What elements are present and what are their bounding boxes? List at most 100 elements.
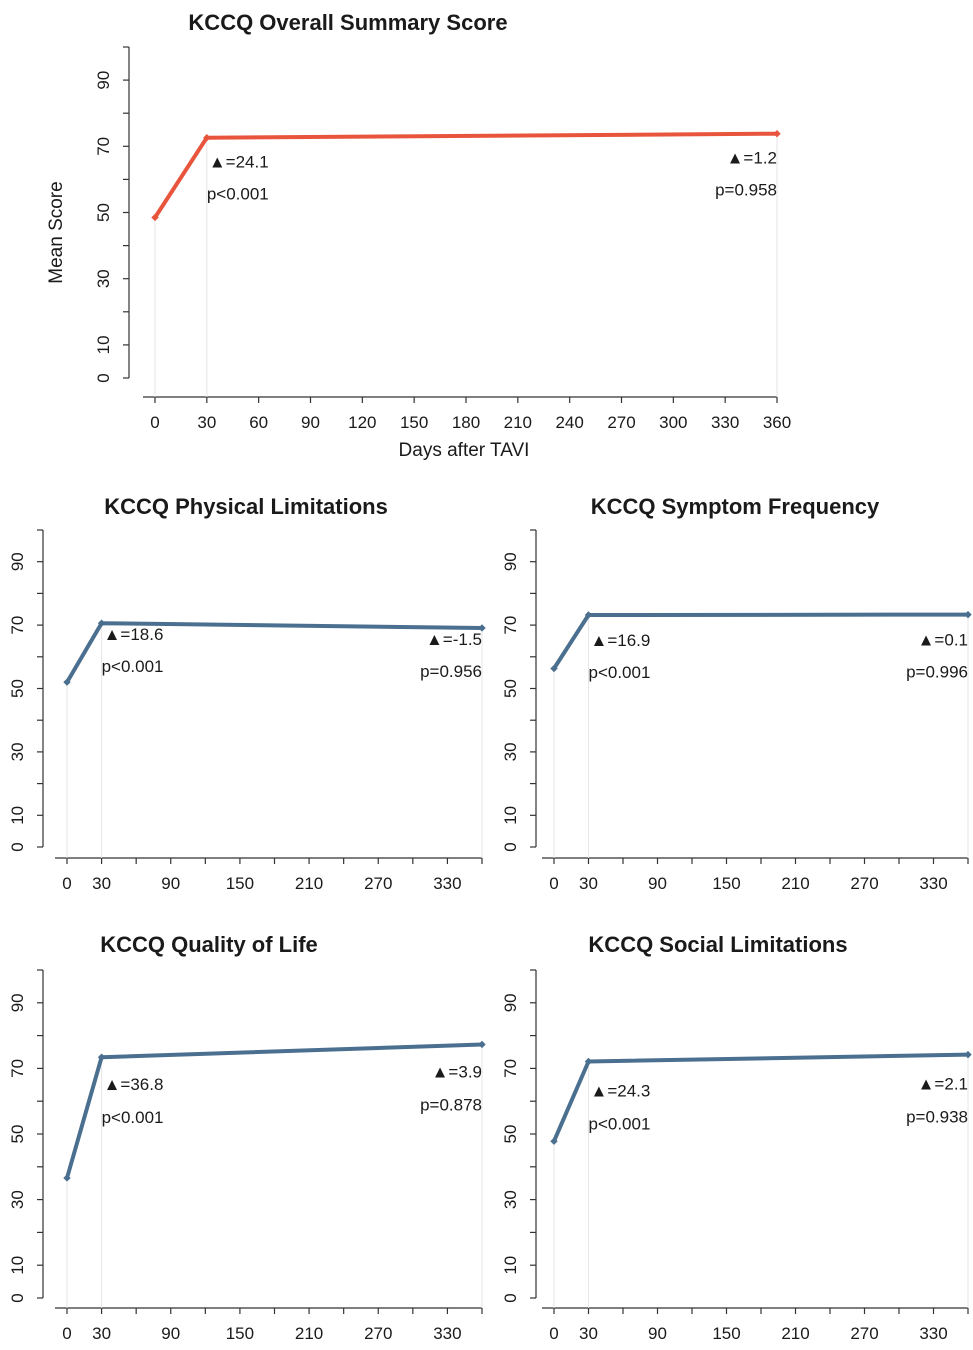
chart-title: KCCQ Overall Summary Score	[188, 10, 507, 35]
x-tick-label: 150	[226, 874, 254, 893]
p-value-annotation: p=0.938	[906, 1108, 968, 1127]
x-tick-label: 90	[301, 413, 320, 432]
x-tick-label: 30	[92, 1324, 111, 1343]
y-tick-label: 10	[94, 335, 113, 354]
x-tick-label: 270	[607, 413, 635, 432]
delta-annotation: ▲=3.9	[432, 1062, 482, 1081]
data-point-marker	[550, 1137, 558, 1145]
chart-panel-overall: KCCQ Overall Summary Score 0 10 30 50 70 90 Mea…	[46, 10, 791, 461]
y-tick-label: 10	[501, 806, 520, 825]
chart-title: KCCQ Physical Limitations	[104, 494, 388, 519]
x-tick-label: 90	[161, 874, 180, 893]
data-point-marker	[964, 1050, 972, 1059]
data-point-marker	[584, 611, 593, 619]
y-axis-title: Mean Score	[46, 181, 67, 283]
data-point-marker	[63, 678, 71, 686]
series-line	[153, 131, 779, 220]
x-tick-label: 330	[919, 874, 947, 893]
x-axis-title: Days after TAVI	[399, 440, 530, 461]
x-tick-label: 330	[711, 413, 739, 432]
y-tick-label: 90	[501, 552, 520, 571]
data-point-marker	[964, 610, 972, 619]
x-tick-label: 0	[549, 1324, 558, 1343]
x-tick-label: 150	[712, 874, 740, 893]
data-point-marker	[550, 664, 558, 673]
p-value-annotation: p=0.958	[715, 181, 777, 200]
delta-annotation: ▲=36.8	[104, 1075, 164, 1094]
delta-annotation: ▲=24.3	[591, 1082, 651, 1101]
x-tick-label: 150	[712, 1324, 740, 1343]
delta-annotation: ▲=18.6	[104, 625, 164, 644]
p-value-annotation: p<0.001	[207, 185, 269, 204]
x-tick-label: 240	[555, 413, 583, 432]
y-tick-label: 70	[501, 1059, 520, 1078]
y-tick-label: 50	[8, 679, 27, 698]
chart-title: KCCQ Quality of Life	[100, 932, 318, 957]
x-tick-label: 180	[452, 413, 480, 432]
x-tick-label: 210	[295, 1324, 323, 1343]
delta-annotation: ▲=2.1	[918, 1075, 968, 1094]
y-tick-label: 30	[94, 269, 113, 288]
x-tick-label: 30	[197, 413, 216, 432]
p-value-annotation: p=0.956	[420, 662, 482, 681]
x-tick-label: 90	[648, 874, 667, 893]
chart-panel-symptom: KCCQ Symptom Frequency 0 10 30 50 70 90 0 30 90 15…	[501, 494, 972, 893]
x-tick-label: 270	[850, 1324, 878, 1343]
x-tick-label: 270	[850, 874, 878, 893]
x-tick-label: 150	[226, 1324, 254, 1343]
y-tick-label: 50	[8, 1125, 27, 1144]
y-tick-label: 90	[8, 993, 27, 1012]
data-point-marker	[63, 1174, 71, 1182]
y-tick-label: 0	[501, 842, 520, 851]
x-tick-label: 90	[648, 1324, 667, 1343]
p-value-annotation: p<0.001	[102, 1108, 164, 1127]
p-value-annotation: p=0.996	[906, 663, 968, 682]
delta-annotation: ▲=24.1	[209, 153, 269, 172]
y-tick-label: 90	[501, 993, 520, 1012]
x-tick-label: 300	[659, 413, 687, 432]
chart-panel-physical: KCCQ Physical Limitations 0 10 30 50 70 90 0 30 9…	[8, 494, 486, 893]
data-point-marker	[203, 133, 211, 142]
y-tick-label: 0	[8, 842, 27, 851]
x-tick-label: 330	[433, 874, 461, 893]
x-tick-label: 360	[763, 413, 791, 432]
y-tick-label: 0	[94, 373, 113, 382]
chart-panel-social: KCCQ Social Limitations 0 10 30 50 70 90 0 30 90 1…	[501, 932, 972, 1343]
y-tick-label: 70	[8, 616, 27, 635]
y-tick-label: 30	[501, 1190, 520, 1209]
chart-title: KCCQ Social Limitations	[588, 932, 847, 957]
y-tick-label: 70	[94, 137, 113, 156]
y-tick-label: 10	[8, 806, 27, 825]
x-tick-label: 150	[400, 413, 428, 432]
y-tick-label: 70	[8, 1059, 27, 1078]
p-value-annotation: p=0.878	[420, 1095, 482, 1114]
data-point-marker	[478, 624, 486, 632]
y-tick-label: 50	[94, 203, 113, 222]
x-tick-label: 330	[433, 1324, 461, 1343]
y-tick-label: 70	[501, 616, 520, 635]
delta-annotation: ▲=16.9	[591, 631, 651, 650]
delta-annotation: ▲=1.2	[727, 149, 777, 168]
p-value-annotation: p<0.001	[589, 1115, 651, 1134]
y-tick-label: 10	[8, 1256, 27, 1275]
x-tick-label: 270	[364, 874, 392, 893]
x-tick-label: 210	[781, 874, 809, 893]
delta-annotation: ▲=-1.5	[426, 630, 482, 649]
x-tick-label: 0	[62, 1324, 71, 1343]
data-point-marker	[97, 1053, 106, 1061]
chart-panel-qol: KCCQ Quality of Life 0 10 30 50 70 90 0 30 90 150 2…	[8, 932, 486, 1343]
y-tick-label: 0	[501, 1293, 520, 1302]
x-tick-label: 90	[161, 1324, 180, 1343]
y-tick-label: 0	[8, 1293, 27, 1302]
data-point-marker	[97, 619, 106, 627]
y-tick-label: 50	[501, 1125, 520, 1144]
x-tick-label: 0	[62, 874, 71, 893]
y-tick-label: 90	[8, 552, 27, 571]
x-tick-label: 120	[348, 413, 376, 432]
x-tick-label: 30	[579, 1324, 598, 1343]
x-tick-label: 60	[249, 413, 268, 432]
x-tick-label: 30	[92, 874, 111, 893]
x-tick-label: 210	[504, 413, 532, 432]
data-point-marker	[773, 130, 781, 138]
